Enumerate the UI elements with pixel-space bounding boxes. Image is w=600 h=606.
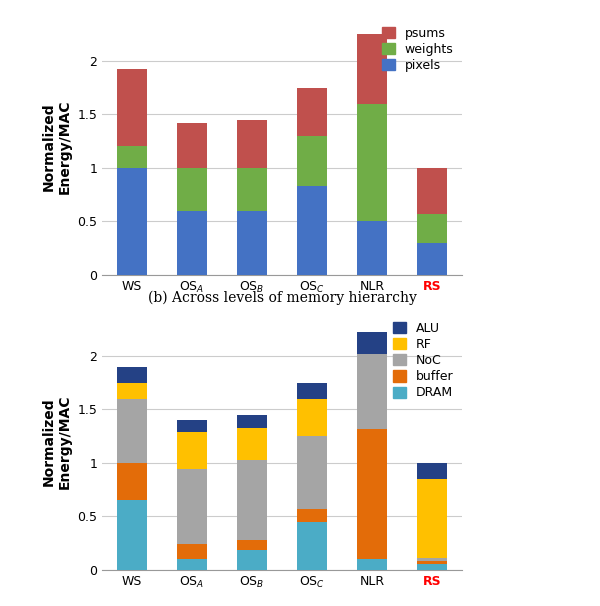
Bar (417, 558, 447, 561)
Bar (177, 431, 207, 469)
Bar (117, 500, 147, 570)
Bar (297, 88, 327, 136)
Bar (237, 210, 267, 275)
Bar (177, 210, 207, 275)
Bar (297, 136, 327, 186)
Bar (297, 436, 327, 508)
Bar (117, 147, 147, 168)
Bar (357, 34, 387, 104)
Bar (237, 120, 267, 168)
Bar (177, 420, 207, 431)
Bar (237, 427, 267, 459)
Bar (177, 123, 207, 168)
Bar (117, 168, 147, 275)
Bar (417, 168, 447, 214)
Bar (177, 559, 207, 570)
Bar (117, 382, 147, 399)
Bar (117, 70, 147, 147)
Bar (237, 459, 267, 540)
Bar (297, 508, 327, 522)
Bar (297, 399, 327, 436)
Bar (417, 564, 447, 570)
Bar (297, 382, 327, 399)
Bar (297, 186, 327, 275)
Bar (357, 428, 387, 559)
Bar (177, 544, 207, 559)
Y-axis label: Normalized
Energy/MAC: Normalized Energy/MAC (41, 394, 71, 488)
Bar (117, 367, 147, 382)
Bar (417, 214, 447, 242)
Bar (417, 242, 447, 275)
Bar (417, 479, 447, 558)
Bar (237, 540, 267, 550)
Bar (297, 522, 327, 570)
Text: (b) Across levels of memory hierarchy: (b) Across levels of memory hierarchy (148, 290, 416, 305)
Bar (417, 463, 447, 479)
Y-axis label: Normalized
Energy/MAC: Normalized Energy/MAC (41, 99, 71, 194)
Bar (177, 469, 207, 544)
Bar (117, 399, 147, 463)
Bar (357, 332, 387, 354)
Bar (357, 354, 387, 428)
Bar (357, 559, 387, 570)
Bar (237, 415, 267, 427)
Legend: ALU, RF, NoC, buffer, DRAM: ALU, RF, NoC, buffer, DRAM (391, 319, 456, 402)
Bar (237, 168, 267, 210)
Bar (117, 463, 147, 500)
Bar (177, 168, 207, 210)
Bar (357, 221, 387, 275)
Legend: psums, weights, pixels: psums, weights, pixels (380, 24, 456, 75)
Bar (237, 550, 267, 570)
Bar (417, 561, 447, 564)
Bar (357, 104, 387, 221)
